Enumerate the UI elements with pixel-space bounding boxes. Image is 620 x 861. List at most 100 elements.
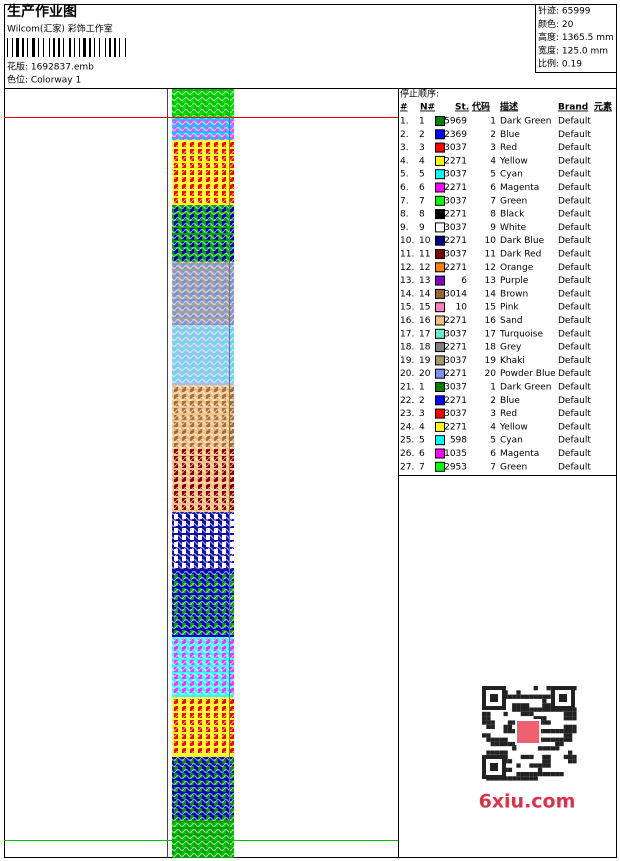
qr-cell	[525, 772, 530, 777]
stitches: 6	[461, 276, 467, 286]
qr-cell	[568, 711, 573, 717]
bar	[27, 38, 28, 57]
bar	[114, 38, 116, 57]
texture	[172, 89, 234, 118]
row-index: 25.	[400, 436, 414, 446]
row-index: 24.	[400, 422, 414, 432]
qr-cell	[563, 733, 568, 738]
qr-cell	[568, 724, 573, 729]
row-index: 19.	[400, 356, 414, 366]
needle: 14	[419, 289, 431, 299]
qr-cell	[482, 720, 487, 725]
description: Dark Green	[500, 117, 551, 127]
bar	[69, 38, 71, 57]
code: 8	[490, 210, 496, 220]
row-index: 21.	[400, 383, 414, 393]
bar	[43, 38, 44, 57]
bar	[32, 38, 35, 57]
qr-cell	[555, 737, 560, 742]
qr-cell	[525, 694, 530, 699]
qr-cell	[537, 767, 543, 772]
qr-cell	[490, 724, 495, 729]
column-header: 描述	[500, 101, 518, 113]
needle: 1	[419, 117, 425, 127]
needle: 4	[419, 422, 425, 432]
color-swatch	[435, 448, 445, 459]
needle: 11	[419, 250, 430, 260]
description: Red	[500, 143, 517, 153]
qr-cell	[537, 707, 543, 712]
qr-cell	[520, 776, 525, 781]
brand: Default	[558, 156, 591, 166]
bar	[89, 38, 91, 57]
qr-cell	[490, 750, 495, 755]
color-swatch	[435, 461, 445, 472]
qr-cell	[550, 772, 556, 777]
description: Blue	[500, 396, 520, 406]
needle: 4	[419, 156, 425, 166]
qr-cell	[529, 763, 534, 768]
texture	[172, 205, 234, 262]
qr-cell	[482, 733, 487, 738]
stitches: 3037	[444, 223, 467, 233]
row-index: 12.	[400, 263, 414, 273]
brand: Default	[558, 210, 591, 220]
qr-cell	[542, 707, 547, 712]
description: Brown	[500, 289, 528, 299]
info-box	[535, 4, 617, 73]
stitches: 3037	[444, 143, 467, 153]
qr-cell	[542, 772, 547, 777]
qr-cell	[512, 703, 517, 708]
texture	[172, 572, 234, 637]
bar	[16, 38, 19, 57]
qr-cell	[533, 763, 538, 768]
needle: 20	[419, 369, 431, 379]
qr-cell	[507, 759, 513, 764]
qr-cell	[542, 759, 547, 764]
row-index: 16.	[400, 316, 414, 326]
brand: Default	[558, 250, 591, 260]
brand: Default	[558, 462, 591, 472]
qr-cell	[494, 741, 500, 747]
qr-code	[472, 680, 584, 790]
description: Cyan	[500, 170, 523, 180]
title: 生产作业图	[7, 3, 77, 20]
brand: Default	[558, 343, 591, 353]
code: 19	[485, 356, 497, 366]
description: Blue	[500, 130, 520, 140]
code: 13	[485, 276, 496, 286]
bar	[94, 38, 95, 57]
page-border	[4, 4, 617, 858]
qr-cell	[546, 707, 551, 712]
stitches: 2369	[444, 130, 467, 140]
qr-cell	[559, 772, 564, 777]
needle: 19	[419, 356, 431, 366]
qr-cell	[550, 729, 556, 734]
brand: Default	[558, 436, 591, 446]
brand: Default	[558, 396, 591, 406]
qr-cell	[559, 729, 564, 734]
brand: Default	[558, 329, 591, 339]
qr-cell	[542, 698, 547, 704]
texture	[172, 757, 234, 820]
qr-cell	[563, 716, 568, 721]
row-index: 14.	[400, 289, 414, 299]
qr-cell	[516, 763, 521, 768]
description: Red	[500, 409, 517, 419]
qr-cell	[512, 746, 517, 751]
texture	[172, 325, 234, 385]
code: 3	[490, 143, 496, 153]
info-item: 颜色: 20	[538, 18, 574, 30]
qr-cell	[542, 703, 547, 708]
info-item: 宽度: 125.0 mm	[538, 44, 608, 56]
qr-cell	[529, 711, 534, 717]
qr-cell	[525, 776, 530, 781]
description: Green	[500, 196, 527, 206]
needle: 3	[419, 409, 425, 419]
color-swatch	[435, 262, 445, 273]
color-swatch	[435, 195, 445, 206]
qr-cell	[542, 729, 547, 734]
needle: 6	[419, 183, 425, 193]
needle: 2	[419, 130, 425, 140]
description: Dark Red	[500, 250, 541, 260]
